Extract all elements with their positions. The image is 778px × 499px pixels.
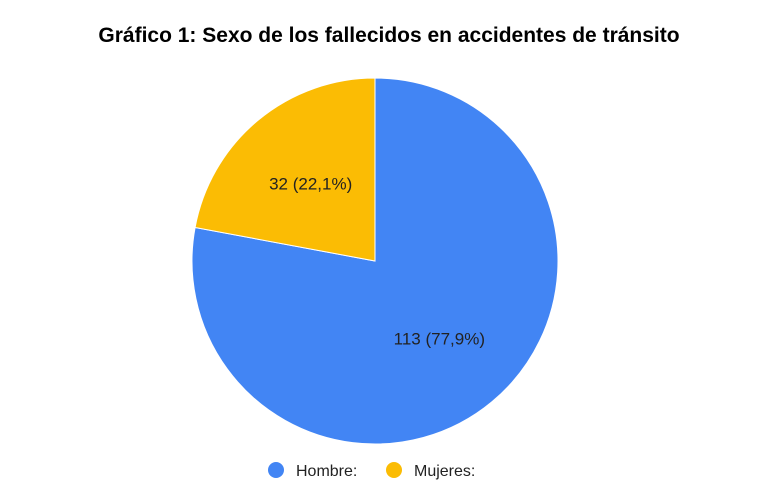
legend-label-0: Hombre: — [296, 463, 357, 480]
legend-label-1: Mujeres: — [414, 463, 475, 480]
pie-slice-1 — [194, 77, 376, 262]
chart-title: Gráfico 1: Sexo de los fallecidos en acc… — [98, 24, 680, 47]
legend-marker-1 — [386, 462, 402, 478]
data-label-1: 32 (22,1%) — [269, 175, 352, 194]
pie-slice-0 — [191, 77, 559, 445]
legend-marker-0 — [268, 462, 284, 478]
data-label-0: 113 (77,9%) — [394, 329, 485, 348]
